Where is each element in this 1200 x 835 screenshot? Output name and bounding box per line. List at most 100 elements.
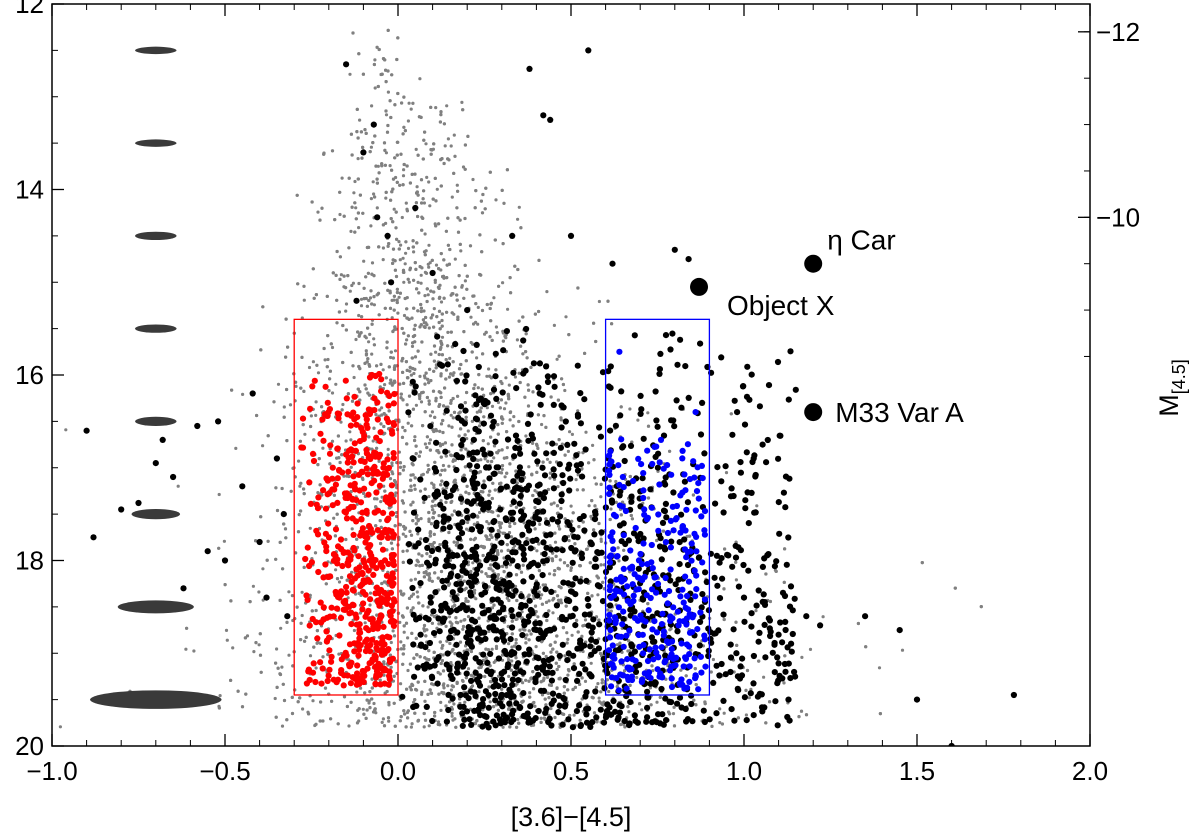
gray-source-point	[358, 367, 362, 371]
gray-source-point	[357, 52, 361, 56]
gray-source-point	[531, 723, 536, 727]
gray-source-point	[501, 564, 505, 569]
gray-source-point	[374, 413, 378, 417]
gray-source-point	[467, 492, 471, 496]
gray-source-point	[285, 439, 289, 443]
gray-source-point	[565, 641, 569, 645]
gray-source-point	[422, 201, 426, 205]
gray-source-point	[441, 643, 445, 648]
gray-source-point	[439, 483, 443, 487]
gray-source-point	[368, 591, 373, 595]
gray-source-point	[439, 661, 443, 666]
gray-source-point	[423, 232, 427, 236]
gray-source-point	[864, 645, 868, 649]
gray-source-point	[563, 388, 567, 393]
gray-source-point	[619, 405, 623, 409]
gray-source-point	[349, 465, 353, 469]
gray-source-point	[508, 524, 512, 529]
gray-source-point	[576, 409, 580, 413]
gray-source-point	[450, 425, 454, 429]
gray-source-point	[518, 380, 522, 385]
gray-source-point	[400, 592, 404, 596]
gray-source-point	[498, 406, 502, 410]
gray-source-point	[413, 577, 417, 581]
gray-source-point	[500, 687, 504, 691]
gray-source-point	[302, 298, 306, 302]
gray-source-point	[404, 342, 408, 346]
gray-source-point	[372, 62, 376, 67]
gray-source-point	[551, 611, 555, 615]
gray-source-point	[411, 592, 415, 596]
gray-source-point	[358, 611, 362, 615]
gray-source-point	[505, 430, 509, 434]
gray-source-point	[379, 362, 383, 366]
gray-source-point	[412, 250, 416, 254]
gray-source-point	[488, 306, 492, 311]
gray-source-point	[345, 704, 349, 709]
gray-source-point	[514, 656, 518, 660]
gray-source-point	[537, 258, 541, 262]
gray-source-point	[405, 209, 409, 213]
gray-source-point	[684, 674, 688, 678]
gray-source-point	[334, 273, 338, 277]
gray-source-point	[559, 506, 563, 511]
gray-source-point	[462, 296, 466, 300]
gray-source-point	[400, 215, 404, 220]
gray-source-point	[372, 274, 376, 278]
gray-source-point	[406, 421, 410, 425]
gray-source-point	[389, 640, 393, 645]
gray-source-point	[410, 424, 414, 428]
gray-source-point	[393, 724, 397, 728]
gray-source-point	[296, 700, 300, 704]
gray-source-point	[804, 713, 809, 717]
gray-source-point	[486, 648, 491, 652]
gray-source-point	[400, 435, 405, 439]
gray-source-point	[243, 636, 247, 640]
gray-source-point	[422, 711, 426, 716]
gray-source-point	[375, 613, 379, 617]
gray-source-point	[405, 307, 409, 311]
gray-source-point	[414, 147, 418, 151]
gray-source-point	[411, 239, 415, 243]
gray-source-point	[621, 500, 625, 504]
gray-source-point	[465, 287, 469, 291]
gray-source-point	[488, 700, 492, 704]
gray-source-point	[507, 674, 511, 679]
gray-source-point	[456, 315, 460, 319]
gray-source-point	[404, 725, 408, 729]
gray-source-point	[476, 305, 480, 309]
gray-source-point	[416, 193, 420, 197]
gray-source-point	[449, 144, 453, 148]
gray-source-point	[261, 305, 265, 309]
gray-source-point	[800, 655, 804, 660]
gray-source-point	[406, 636, 410, 640]
gray-source-point	[414, 452, 418, 456]
gray-source-point	[394, 568, 398, 573]
gray-source-point	[500, 188, 504, 192]
gray-source-point	[309, 414, 313, 418]
gray-source-point	[369, 224, 373, 228]
gray-source-point	[424, 634, 428, 638]
gray-source-point	[900, 648, 905, 652]
gray-source-point	[352, 375, 356, 380]
gray-source-point	[254, 641, 258, 645]
gray-source-point	[350, 527, 354, 531]
gray-source-point	[406, 668, 410, 673]
gray-source-point	[489, 301, 493, 305]
gray-source-point	[417, 291, 421, 295]
gray-source-point	[314, 608, 318, 613]
gray-source-point	[451, 685, 455, 689]
gray-source-point	[299, 481, 303, 485]
gray-source-point	[353, 201, 357, 205]
gray-source-point	[311, 360, 315, 364]
gray-source-point	[425, 470, 430, 474]
gray-source-point	[439, 345, 443, 350]
gray-source-point	[463, 263, 467, 267]
gray-source-point	[432, 369, 436, 373]
gray-source-point	[370, 104, 374, 108]
gray-source-point	[432, 307, 436, 311]
gray-source-point	[691, 493, 696, 497]
gray-source-point	[636, 418, 640, 422]
gray-source-point	[367, 340, 371, 344]
gray-source-point	[487, 685, 491, 689]
